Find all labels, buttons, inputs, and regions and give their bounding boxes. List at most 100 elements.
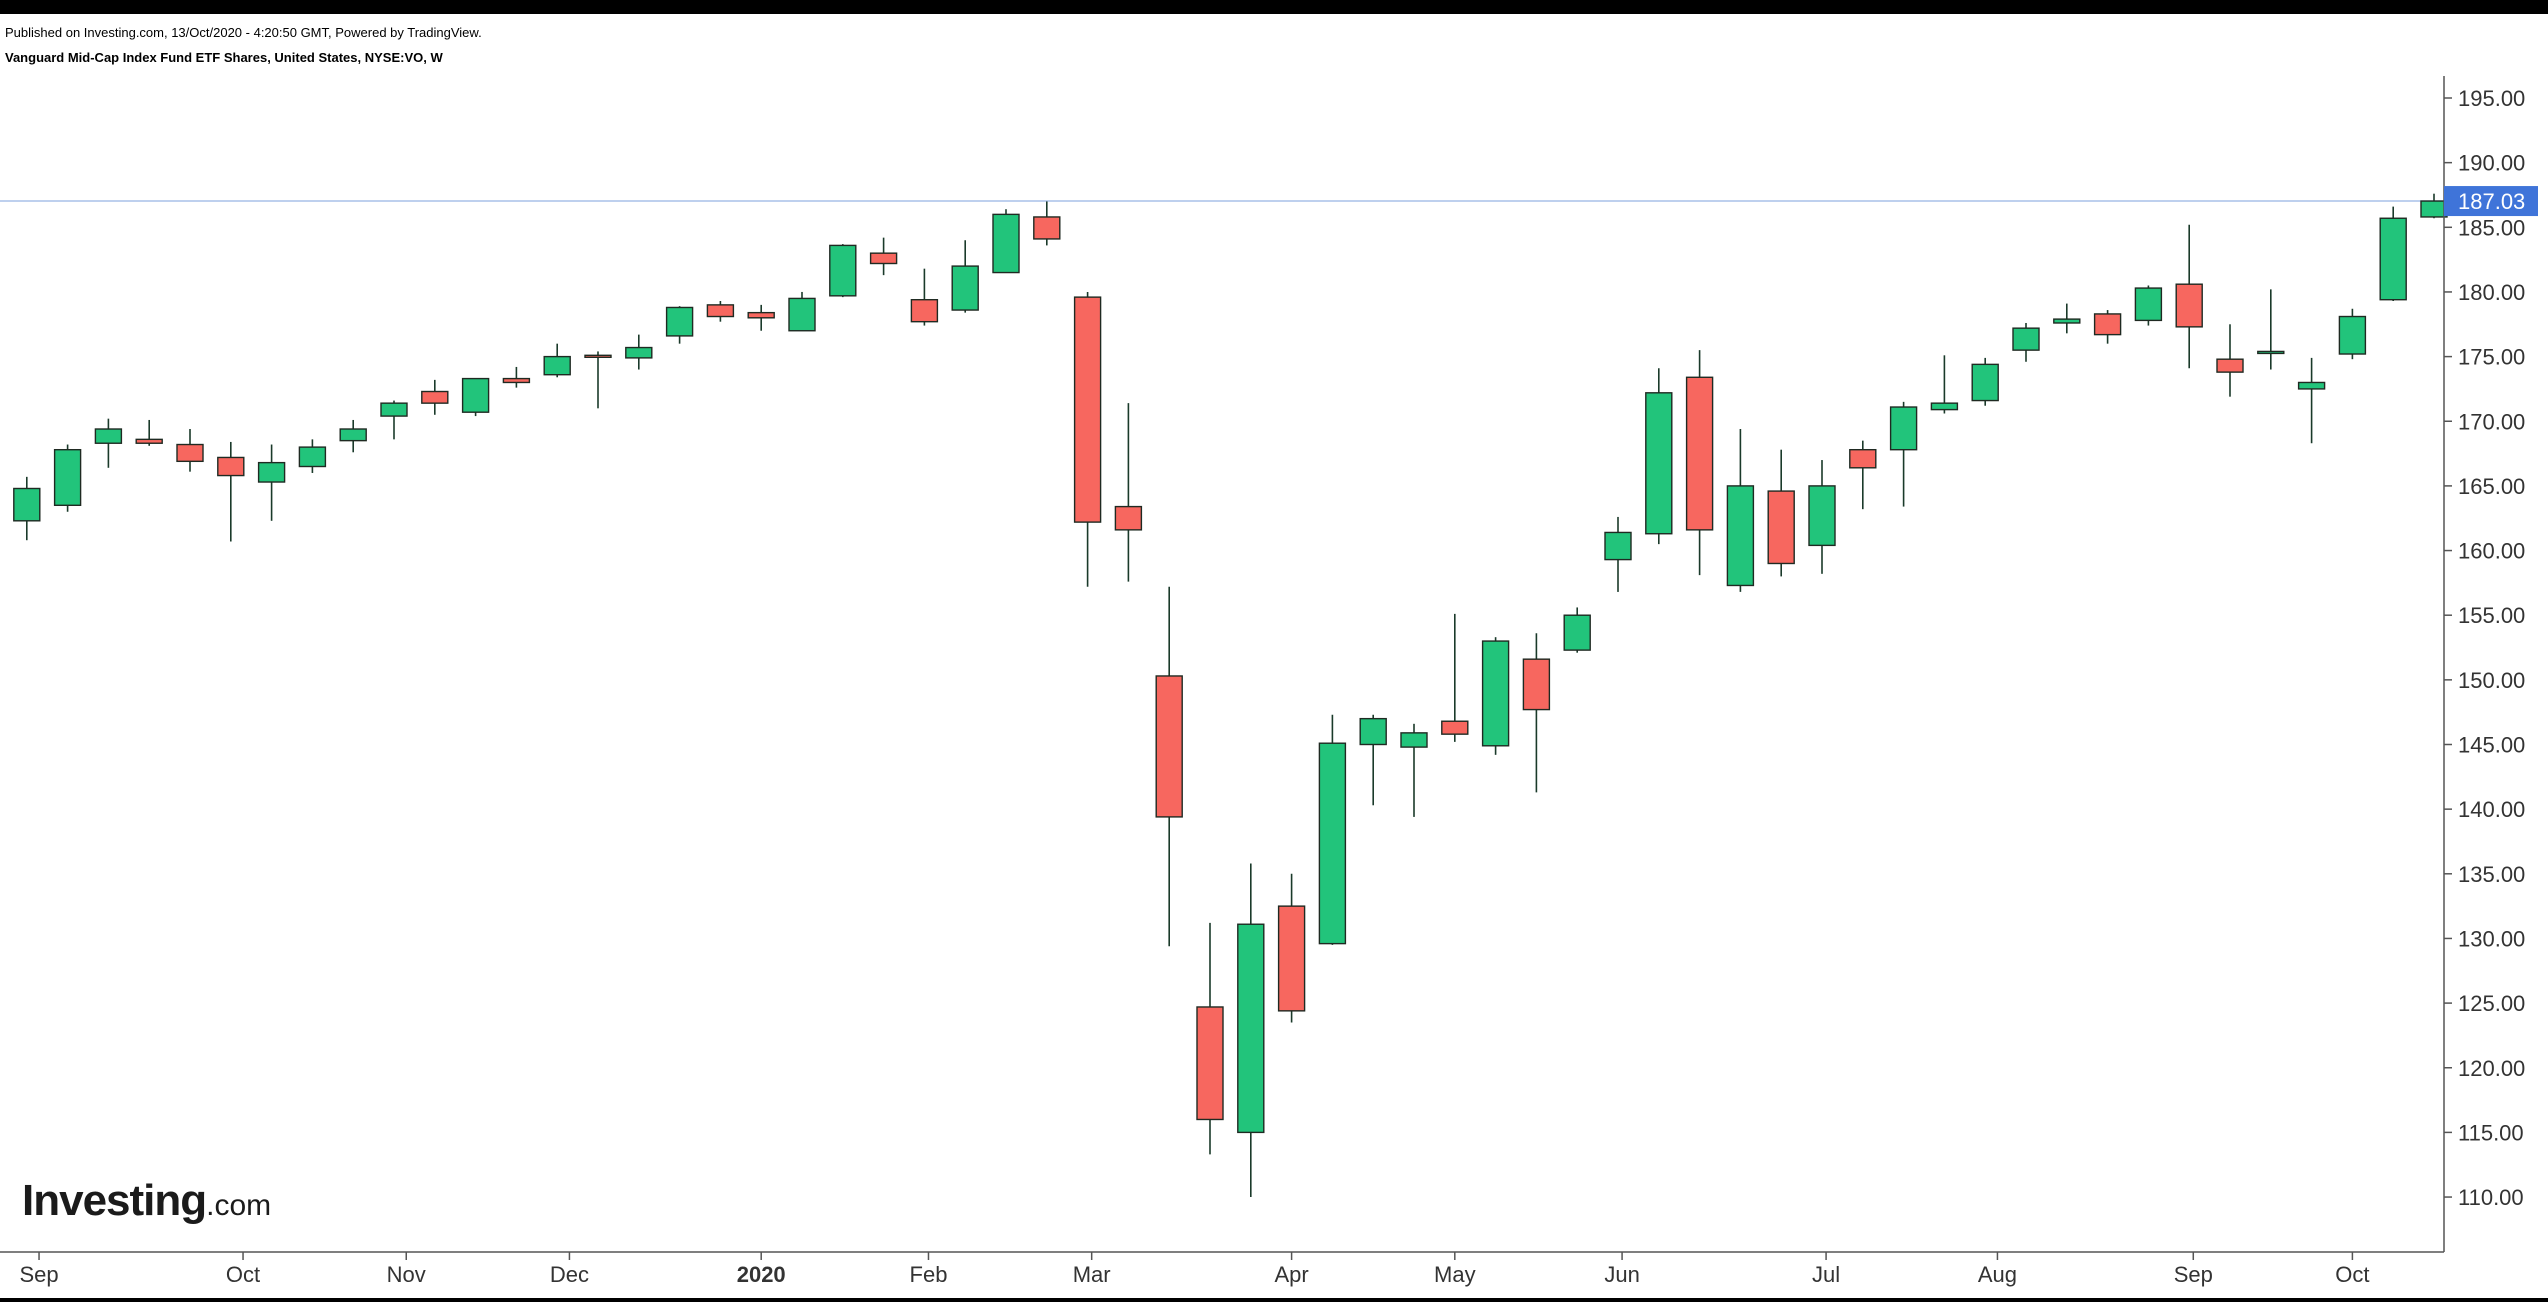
candle[interactable]	[2257, 289, 2285, 370]
candle-body-down	[1033, 216, 1061, 240]
candle[interactable]	[2379, 206, 2407, 302]
candle[interactable]	[2420, 193, 2448, 219]
x-tick-label: Dec	[550, 1262, 589, 1287]
plot-area	[0, 193, 2448, 1198]
candle[interactable]	[2134, 285, 2163, 326]
candle[interactable]	[788, 291, 816, 332]
candle[interactable]	[217, 441, 245, 542]
candle-body-up	[1563, 614, 1591, 651]
candle-body-up	[2012, 327, 2040, 351]
candle-body-down	[1196, 1006, 1224, 1121]
candle[interactable]	[1930, 355, 1959, 414]
candle[interactable]	[543, 343, 571, 378]
candle[interactable]	[829, 244, 857, 298]
candle[interactable]	[869, 237, 898, 276]
candle[interactable]	[1604, 516, 1632, 592]
candle-body-down	[1522, 658, 1551, 711]
candle[interactable]	[380, 400, 408, 440]
candle[interactable]	[1359, 714, 1387, 806]
candle[interactable]	[665, 306, 694, 344]
candle[interactable]	[910, 268, 939, 326]
candle[interactable]	[94, 418, 123, 468]
candle[interactable]	[1481, 637, 1510, 755]
candle[interactable]	[2216, 324, 2244, 397]
y-tick-label: 195.00	[2458, 86, 2525, 111]
y-axis: 110.00 115.00 120.00 125.00 130.00 135.00 140.…	[2443, 76, 2538, 1252]
candle[interactable]	[1685, 350, 1714, 576]
candle[interactable]	[1849, 440, 1877, 510]
candle[interactable]	[2338, 308, 2367, 360]
candle[interactable]	[1073, 291, 1102, 587]
candle-body-down	[706, 304, 735, 318]
candle-body-up	[2053, 318, 2081, 324]
candle[interactable]	[2093, 310, 2122, 344]
candle[interactable]	[1033, 201, 1061, 246]
candle-body-up	[788, 297, 816, 332]
candle[interactable]	[747, 304, 775, 331]
y-tick-label: 135.00	[2458, 862, 2525, 887]
x-tick-label: Apr	[1274, 1262, 1308, 1287]
candle[interactable]	[502, 366, 531, 388]
candle[interactable]	[1400, 723, 1428, 817]
candle[interactable]	[992, 209, 1020, 274]
candle[interactable]	[2175, 224, 2203, 369]
candle[interactable]	[1196, 922, 1224, 1155]
y-tick-label: 155.00	[2458, 603, 2525, 628]
candle-body-down	[135, 438, 163, 444]
candle[interactable]	[1114, 403, 1143, 582]
candle[interactable]	[2012, 322, 2040, 362]
candle[interactable]	[1889, 401, 1918, 507]
candle-body-up	[257, 461, 286, 483]
x-tick-label: Mar	[1073, 1262, 1111, 1287]
candle[interactable]	[13, 476, 41, 541]
candle[interactable]	[1277, 873, 1306, 1023]
candle-body-up	[625, 346, 653, 359]
candle[interactable]	[53, 444, 82, 512]
candle-body-down	[2093, 313, 2122, 336]
x-tick-label: 2020	[737, 1262, 786, 1287]
candle[interactable]	[298, 439, 327, 473]
x-axis: Sep Oct Nov Dec 2020 Feb Mar Apr May Jun Jul Aug Sep…	[0, 1251, 2444, 1287]
candle[interactable]	[1808, 460, 1836, 574]
candle-body-down	[584, 354, 612, 359]
candle[interactable]	[135, 419, 163, 446]
candle[interactable]	[1237, 863, 1265, 1198]
candle[interactable]	[625, 334, 653, 370]
candle[interactable]	[1441, 613, 1469, 742]
candle[interactable]	[951, 240, 979, 313]
y-tick-label: 190.00	[2458, 151, 2525, 176]
candle-body-up	[2379, 217, 2407, 301]
candle-body-up	[461, 377, 490, 413]
x-tick-label: Oct	[2335, 1262, 2369, 1287]
y-tick-label: 145.00	[2458, 733, 2525, 758]
candle[interactable]	[176, 429, 204, 472]
candle[interactable]	[1645, 368, 1673, 545]
candle-body-up	[1318, 742, 1347, 945]
bottom-border	[0, 1298, 2548, 1302]
candle[interactable]	[1563, 607, 1591, 653]
candle[interactable]	[1155, 586, 1183, 947]
candle[interactable]	[1767, 449, 1795, 577]
candle[interactable]	[2053, 303, 2081, 334]
x-tick-label: Sep	[2174, 1262, 2213, 1287]
candle[interactable]	[339, 419, 367, 453]
candle[interactable]	[1971, 357, 1999, 406]
candle-body-up	[1237, 923, 1265, 1134]
candle[interactable]	[421, 379, 449, 415]
candle-body-up	[94, 428, 123, 444]
candle[interactable]	[584, 351, 612, 409]
candle[interactable]	[1726, 429, 1755, 592]
candle-body-down	[2175, 283, 2203, 328]
candle-body-up	[13, 487, 41, 522]
candle-body-up	[2420, 200, 2448, 218]
chart-subtitle: Vanguard Mid-Cap Index Fund ETF Shares, …	[5, 50, 443, 65]
candle[interactable]	[461, 377, 490, 417]
candle[interactable]	[706, 301, 735, 322]
candle[interactable]	[1522, 633, 1551, 793]
x-tick-label: Aug	[1978, 1262, 2017, 1287]
candle-body-down	[1277, 905, 1306, 1012]
candle[interactable]	[257, 444, 286, 521]
candle[interactable]	[2297, 357, 2326, 444]
candle[interactable]	[1318, 714, 1347, 945]
